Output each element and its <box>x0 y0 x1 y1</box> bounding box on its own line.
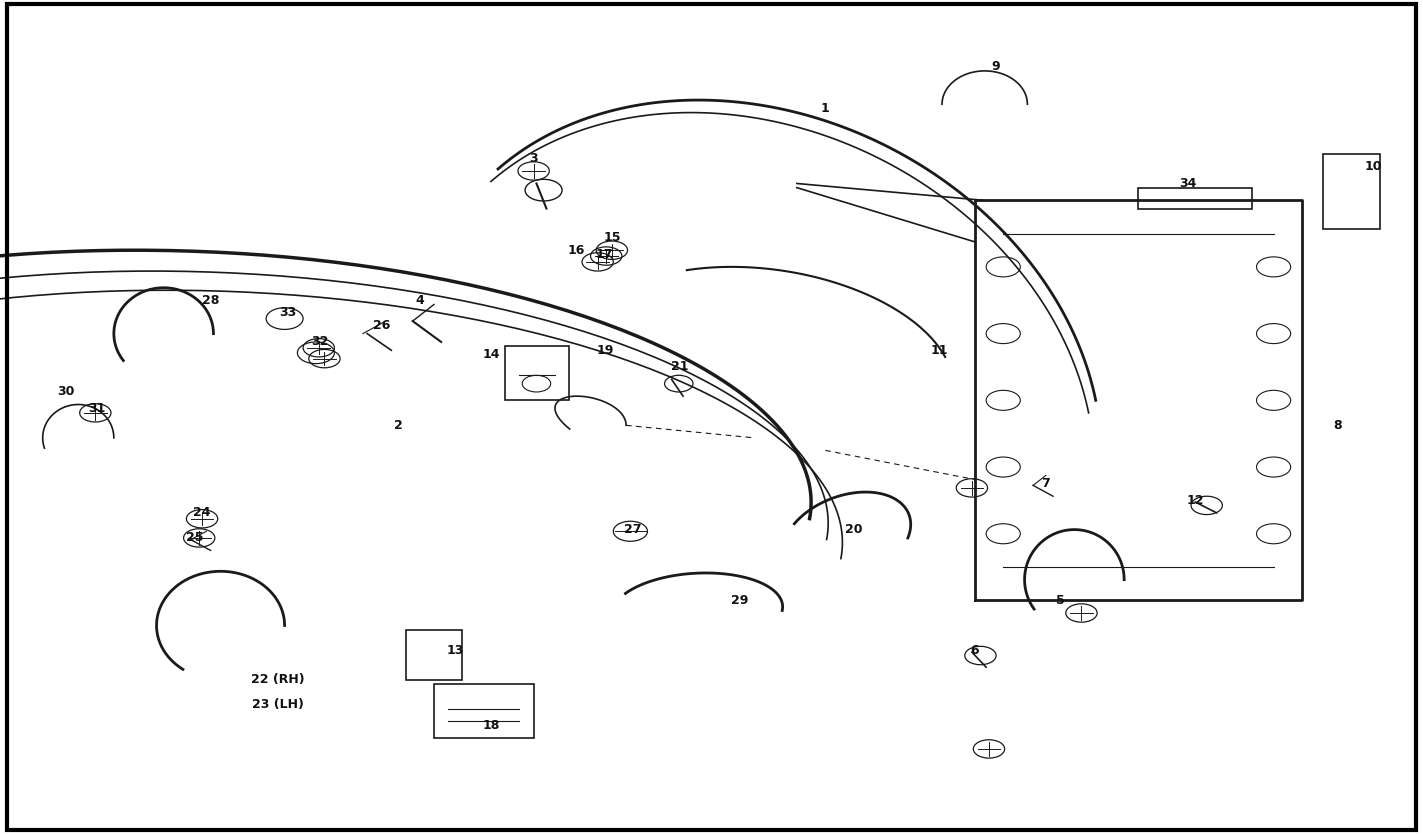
Text: 23 (LH): 23 (LH) <box>252 698 303 711</box>
Text: 11: 11 <box>931 344 948 357</box>
Text: 9: 9 <box>992 60 1000 73</box>
Text: 34: 34 <box>1180 177 1197 190</box>
Text: 17: 17 <box>596 248 613 261</box>
Text: 22 (RH): 22 (RH) <box>250 673 305 686</box>
Text: 20: 20 <box>845 523 862 536</box>
Text: 18: 18 <box>482 719 499 732</box>
Text: 24: 24 <box>194 506 211 520</box>
Text: 12: 12 <box>1187 494 1204 507</box>
Text: 8: 8 <box>1333 419 1342 432</box>
Text: 16: 16 <box>568 244 585 257</box>
Text: 5: 5 <box>1056 594 1064 607</box>
Text: 30: 30 <box>57 385 74 399</box>
Text: 19: 19 <box>596 344 613 357</box>
Text: 27: 27 <box>625 523 642 536</box>
Text: 3: 3 <box>529 152 538 165</box>
Text: 10: 10 <box>1365 160 1382 173</box>
Text: 4: 4 <box>416 294 424 307</box>
Text: 2: 2 <box>394 419 403 432</box>
Text: 14: 14 <box>482 348 499 361</box>
Text: 6: 6 <box>970 644 979 657</box>
Text: 32: 32 <box>312 335 329 349</box>
Text: 7: 7 <box>1042 477 1050 490</box>
Text: 25: 25 <box>186 531 203 545</box>
Bar <box>406 630 462 680</box>
Bar <box>1138 188 1252 208</box>
Text: 15: 15 <box>603 231 620 244</box>
Bar <box>434 684 534 738</box>
Text: 13: 13 <box>447 644 464 657</box>
Text: 26: 26 <box>373 319 390 332</box>
Text: 28: 28 <box>202 294 219 307</box>
Text: 33: 33 <box>279 306 296 319</box>
Text: 21: 21 <box>672 360 689 374</box>
Bar <box>505 346 569 400</box>
Text: 1: 1 <box>821 102 830 115</box>
Text: 29: 29 <box>731 594 748 607</box>
Text: 31: 31 <box>88 402 105 415</box>
